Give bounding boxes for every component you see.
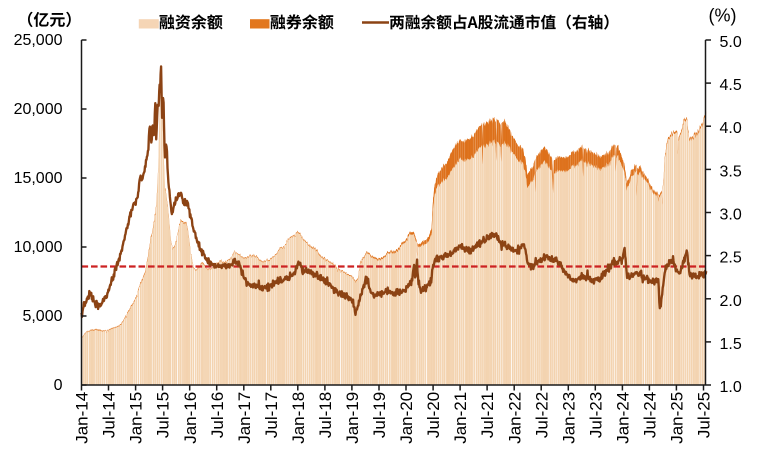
svg-text:4.5: 4.5: [720, 77, 742, 94]
svg-text:1.5: 1.5: [720, 336, 742, 353]
svg-text:Jan-19: Jan-19: [343, 392, 362, 444]
svg-text:Jan-21: Jan-21: [451, 392, 470, 444]
svg-text:Jan-18: Jan-18: [289, 392, 308, 444]
svg-text:20,000: 20,000: [14, 101, 63, 118]
svg-text:Jan-22: Jan-22: [505, 392, 524, 444]
svg-text:Jan-20: Jan-20: [397, 392, 416, 444]
svg-text:Jul-17: Jul-17: [262, 392, 281, 438]
svg-text:Jul-18: Jul-18: [316, 392, 335, 438]
svg-text:10,000: 10,000: [14, 239, 63, 256]
svg-text:Jul-20: Jul-20: [424, 392, 443, 438]
svg-text:Jan-15: Jan-15: [127, 392, 146, 444]
svg-text:3.0: 3.0: [720, 207, 742, 224]
svg-text:2.0: 2.0: [720, 293, 742, 310]
svg-text:0: 0: [54, 377, 63, 394]
svg-text:Jul-22: Jul-22: [532, 392, 551, 438]
svg-text:Jul-25: Jul-25: [695, 392, 714, 438]
svg-text:Jul-19: Jul-19: [370, 392, 389, 438]
svg-text:Jul-24: Jul-24: [641, 392, 660, 438]
svg-text:Jul-15: Jul-15: [154, 392, 173, 438]
svg-text:25,000: 25,000: [14, 32, 63, 49]
svg-text:Jan-17: Jan-17: [235, 392, 254, 444]
svg-text:Jan-24: Jan-24: [614, 392, 633, 444]
svg-text:5,000: 5,000: [22, 308, 62, 325]
svg-text:15,000: 15,000: [14, 170, 63, 187]
svg-text:3.5: 3.5: [720, 163, 742, 180]
svg-text:Jul-14: Jul-14: [100, 392, 119, 438]
svg-text:5.0: 5.0: [720, 34, 742, 51]
svg-text:4.0: 4.0: [720, 120, 742, 137]
svg-text:2.5: 2.5: [720, 250, 742, 267]
svg-text:Jul-16: Jul-16: [208, 392, 227, 438]
svg-text:Jan-16: Jan-16: [181, 392, 200, 444]
svg-text:Jul-23: Jul-23: [586, 392, 605, 438]
svg-text:1.0: 1.0: [720, 379, 742, 396]
svg-text:Jan-23: Jan-23: [559, 392, 578, 444]
svg-text:Jul-21: Jul-21: [478, 392, 497, 438]
svg-text:Jan-25: Jan-25: [668, 392, 687, 444]
svg-text:Jan-14: Jan-14: [73, 392, 92, 444]
svg-text:(%): (%): [709, 6, 737, 26]
